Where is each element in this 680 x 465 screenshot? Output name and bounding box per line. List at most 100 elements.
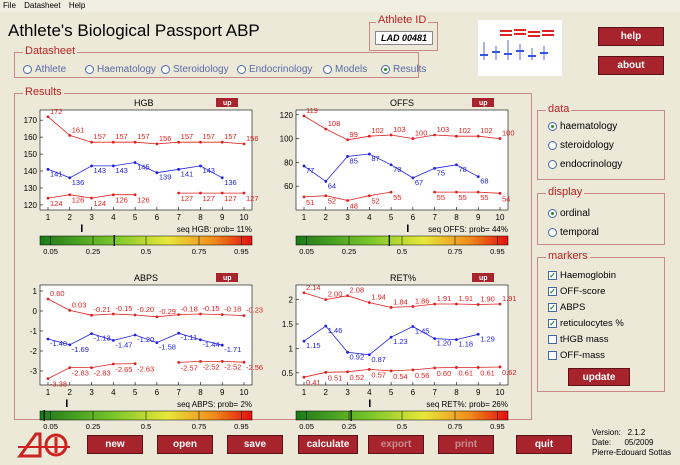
up-button[interactable] [472, 273, 494, 282]
display_panel-option-label: ordinal [560, 208, 591, 219]
data-label-mid: 0.92 [350, 352, 365, 361]
series-point-upper [389, 133, 393, 137]
marker-checkbox-0[interactable]: ✓ Haemoglobin [548, 270, 616, 281]
x-tick-label: 6 [155, 213, 160, 222]
chart-title: RET% [390, 273, 416, 283]
marker-icon: I [368, 398, 371, 410]
x-tick-label: 10 [496, 388, 505, 397]
series-point-lower [177, 361, 181, 364]
menu-help[interactable]: Help [68, 1, 86, 10]
data-label-upper: 100 [502, 129, 515, 138]
scale-tick-label: 0.05 [299, 422, 314, 431]
open-button[interactable]: open [157, 435, 213, 454]
datasheet-option-haematology[interactable]: Haematology [85, 64, 156, 75]
print-button[interactable]: print [438, 435, 494, 454]
marker-checkbox-4[interactable]: tHGB mass [548, 334, 609, 345]
data-label-upper: 99 [350, 130, 358, 139]
new-button[interactable]: new [87, 435, 143, 454]
scale-tick-label: 0.95 [234, 247, 249, 256]
series-point-upper [133, 313, 137, 317]
series-line-upper [47, 298, 245, 318]
chart-3: RET% up 0.5 1 1.5 2 1 2 3 4 5 6 7 8 9 10 2.14 2.00 2.08 1.9… [278, 270, 528, 443]
up-button-label: up [479, 275, 488, 282]
series-point-lower [220, 360, 224, 363]
series-point-upper [498, 302, 502, 306]
version-value: 2.1.2 [627, 428, 646, 437]
series-point-lower [46, 196, 50, 200]
data-label-lower: 0.51 [328, 373, 343, 382]
data-label-lower: 55 [458, 193, 466, 202]
y-tick-label: 1 [289, 344, 294, 353]
scale-tick-label: 0.75 [448, 247, 463, 256]
up-button[interactable] [216, 273, 238, 282]
data-label-mid: 136 [72, 178, 85, 187]
calculate-button[interactable]: calculate [298, 435, 358, 454]
x-tick-label: 7 [432, 213, 437, 222]
series-point-mid [155, 171, 159, 175]
x-tick-label: 3 [345, 388, 350, 397]
data_panel-option-haematology[interactable]: haematology [548, 121, 617, 132]
x-tick-label: 1 [302, 213, 307, 222]
scale-tick-label: 0.95 [490, 422, 505, 431]
series-point-lower [111, 193, 115, 197]
x-tick-label: 10 [240, 213, 249, 222]
export-button[interactable]: export [368, 435, 424, 454]
data-label-upper: 102 [371, 126, 384, 135]
update-button[interactable]: update [568, 368, 630, 386]
series-point-upper [346, 138, 349, 142]
data-label-lower: 126 [72, 196, 85, 205]
data-label-mid: -1.47 [115, 340, 132, 349]
series-point-mid [302, 339, 306, 343]
display_panel-option-ordinal[interactable]: ordinal [548, 208, 590, 219]
x-tick-label: 8 [454, 388, 459, 397]
menu-bar: File Datasheet Help [0, 0, 680, 12]
data-label-lower: -2.57 [181, 363, 198, 372]
datasheet-option-results[interactable]: Results [381, 64, 426, 75]
scale-tick-label: 0.25 [342, 247, 357, 256]
display_panel-option-temporal[interactable]: temporal [548, 227, 599, 238]
series-point-mid [111, 164, 115, 168]
athlete-id-box: Athlete ID LAD 00481 [369, 14, 438, 51]
menu-datasheet[interactable]: Datasheet [24, 1, 61, 10]
series-point-upper [220, 313, 224, 316]
series-point-lower [111, 362, 115, 366]
datasheet-option-endocrinology[interactable]: Endocrinology [237, 64, 312, 75]
radio-dot-icon [548, 160, 557, 169]
data_panel-option-endocrinology[interactable]: endocrinology [548, 159, 622, 170]
marker-icon: I [406, 223, 409, 235]
marker-checkbox-3[interactable]: ✓ reticulocytes % [548, 318, 624, 329]
datasheet-option-athlete[interactable]: Athlete [23, 64, 66, 75]
datasheet-option-label: Endocrinology [249, 64, 313, 75]
x-tick-label: 6 [155, 388, 160, 397]
data-label-upper: 157 [94, 132, 107, 141]
datasheet-option-steroidology[interactable]: Steroidology [161, 64, 229, 75]
y-tick-label: 120 [280, 111, 294, 120]
quit-button[interactable]: quit [516, 435, 572, 454]
series-point-upper [455, 134, 458, 138]
marker-checkbox-1[interactable]: ✓ OFF-score [548, 286, 605, 297]
athlete-id-label: Athlete ID [376, 14, 429, 26]
series-point-mid [302, 164, 306, 168]
menu-file[interactable]: File [3, 1, 16, 10]
datasheet-option-label: Athlete [35, 64, 67, 75]
series-point-mid [133, 161, 137, 164]
series-point-lower [498, 191, 502, 195]
up-button[interactable] [216, 98, 238, 107]
series-point-mid [367, 152, 371, 156]
datasheet-option-models[interactable]: Models [323, 64, 367, 75]
up-button[interactable] [472, 98, 494, 107]
data-label-upper: 1.84 [393, 297, 408, 306]
chart-title: OFFS [390, 98, 414, 108]
data_panel-option-steroidology[interactable]: steroidology [548, 140, 614, 151]
data-label-lower: 0.60 [437, 369, 452, 378]
help-button[interactable]: help [598, 27, 664, 46]
y-tick-label: 60 [284, 182, 293, 191]
about-button[interactable]: about [598, 56, 664, 75]
series-point-mid [220, 343, 224, 347]
data-label-upper: 157 [137, 132, 150, 141]
marker-checkbox-2[interactable]: ✓ ABPS [548, 302, 585, 313]
series-point-mid [389, 163, 393, 167]
marker-checkbox-5[interactable]: OFF-mass [548, 350, 605, 361]
scale-tick-label: 0.75 [448, 422, 463, 431]
save-button[interactable]: save [227, 435, 283, 454]
